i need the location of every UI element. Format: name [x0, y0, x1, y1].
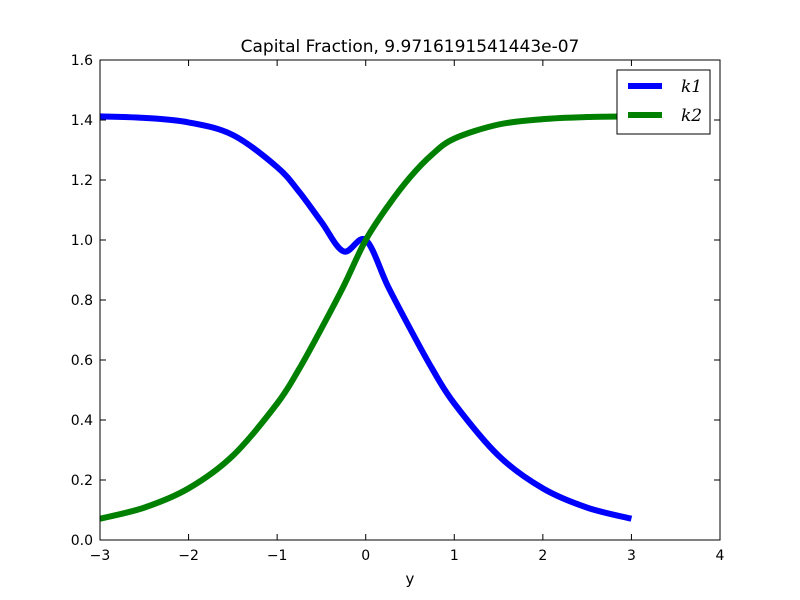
series-line-k1 — [100, 113, 633, 522]
y-tick-label: 1.0 — [71, 233, 93, 249]
y-tick-label: 0.0 — [71, 533, 93, 549]
series-line-k2 — [100, 113, 632, 522]
x-tick-label: −2 — [178, 548, 199, 564]
legend-label-k1: k1 — [681, 77, 702, 97]
y-tick-label: 0.4 — [71, 413, 93, 429]
x-tick-label: −3 — [90, 548, 111, 564]
x-tick-label: 4 — [716, 548, 725, 564]
y-tick-label: 1.2 — [71, 173, 93, 189]
legend-label-k2: k2 — [681, 106, 702, 126]
chart-title: Capital Fraction, 9.9716191541443e-07 — [241, 37, 580, 57]
y-tick-label: 0.2 — [71, 473, 93, 489]
x-tick-label: 1 — [450, 548, 459, 564]
x-axis-label: y — [406, 570, 415, 588]
x-tick-label: −1 — [267, 548, 288, 564]
y-tick-label: 0.8 — [71, 293, 93, 309]
x-tick-label: 2 — [538, 548, 547, 564]
y-tick-label: 1.4 — [71, 113, 93, 129]
y-tick-label: 1.6 — [71, 53, 93, 69]
x-tick-label: 3 — [627, 548, 636, 564]
x-tick-label: 0 — [361, 548, 370, 564]
y-tick-label: 0.6 — [71, 353, 93, 369]
legend-box — [616, 69, 711, 135]
